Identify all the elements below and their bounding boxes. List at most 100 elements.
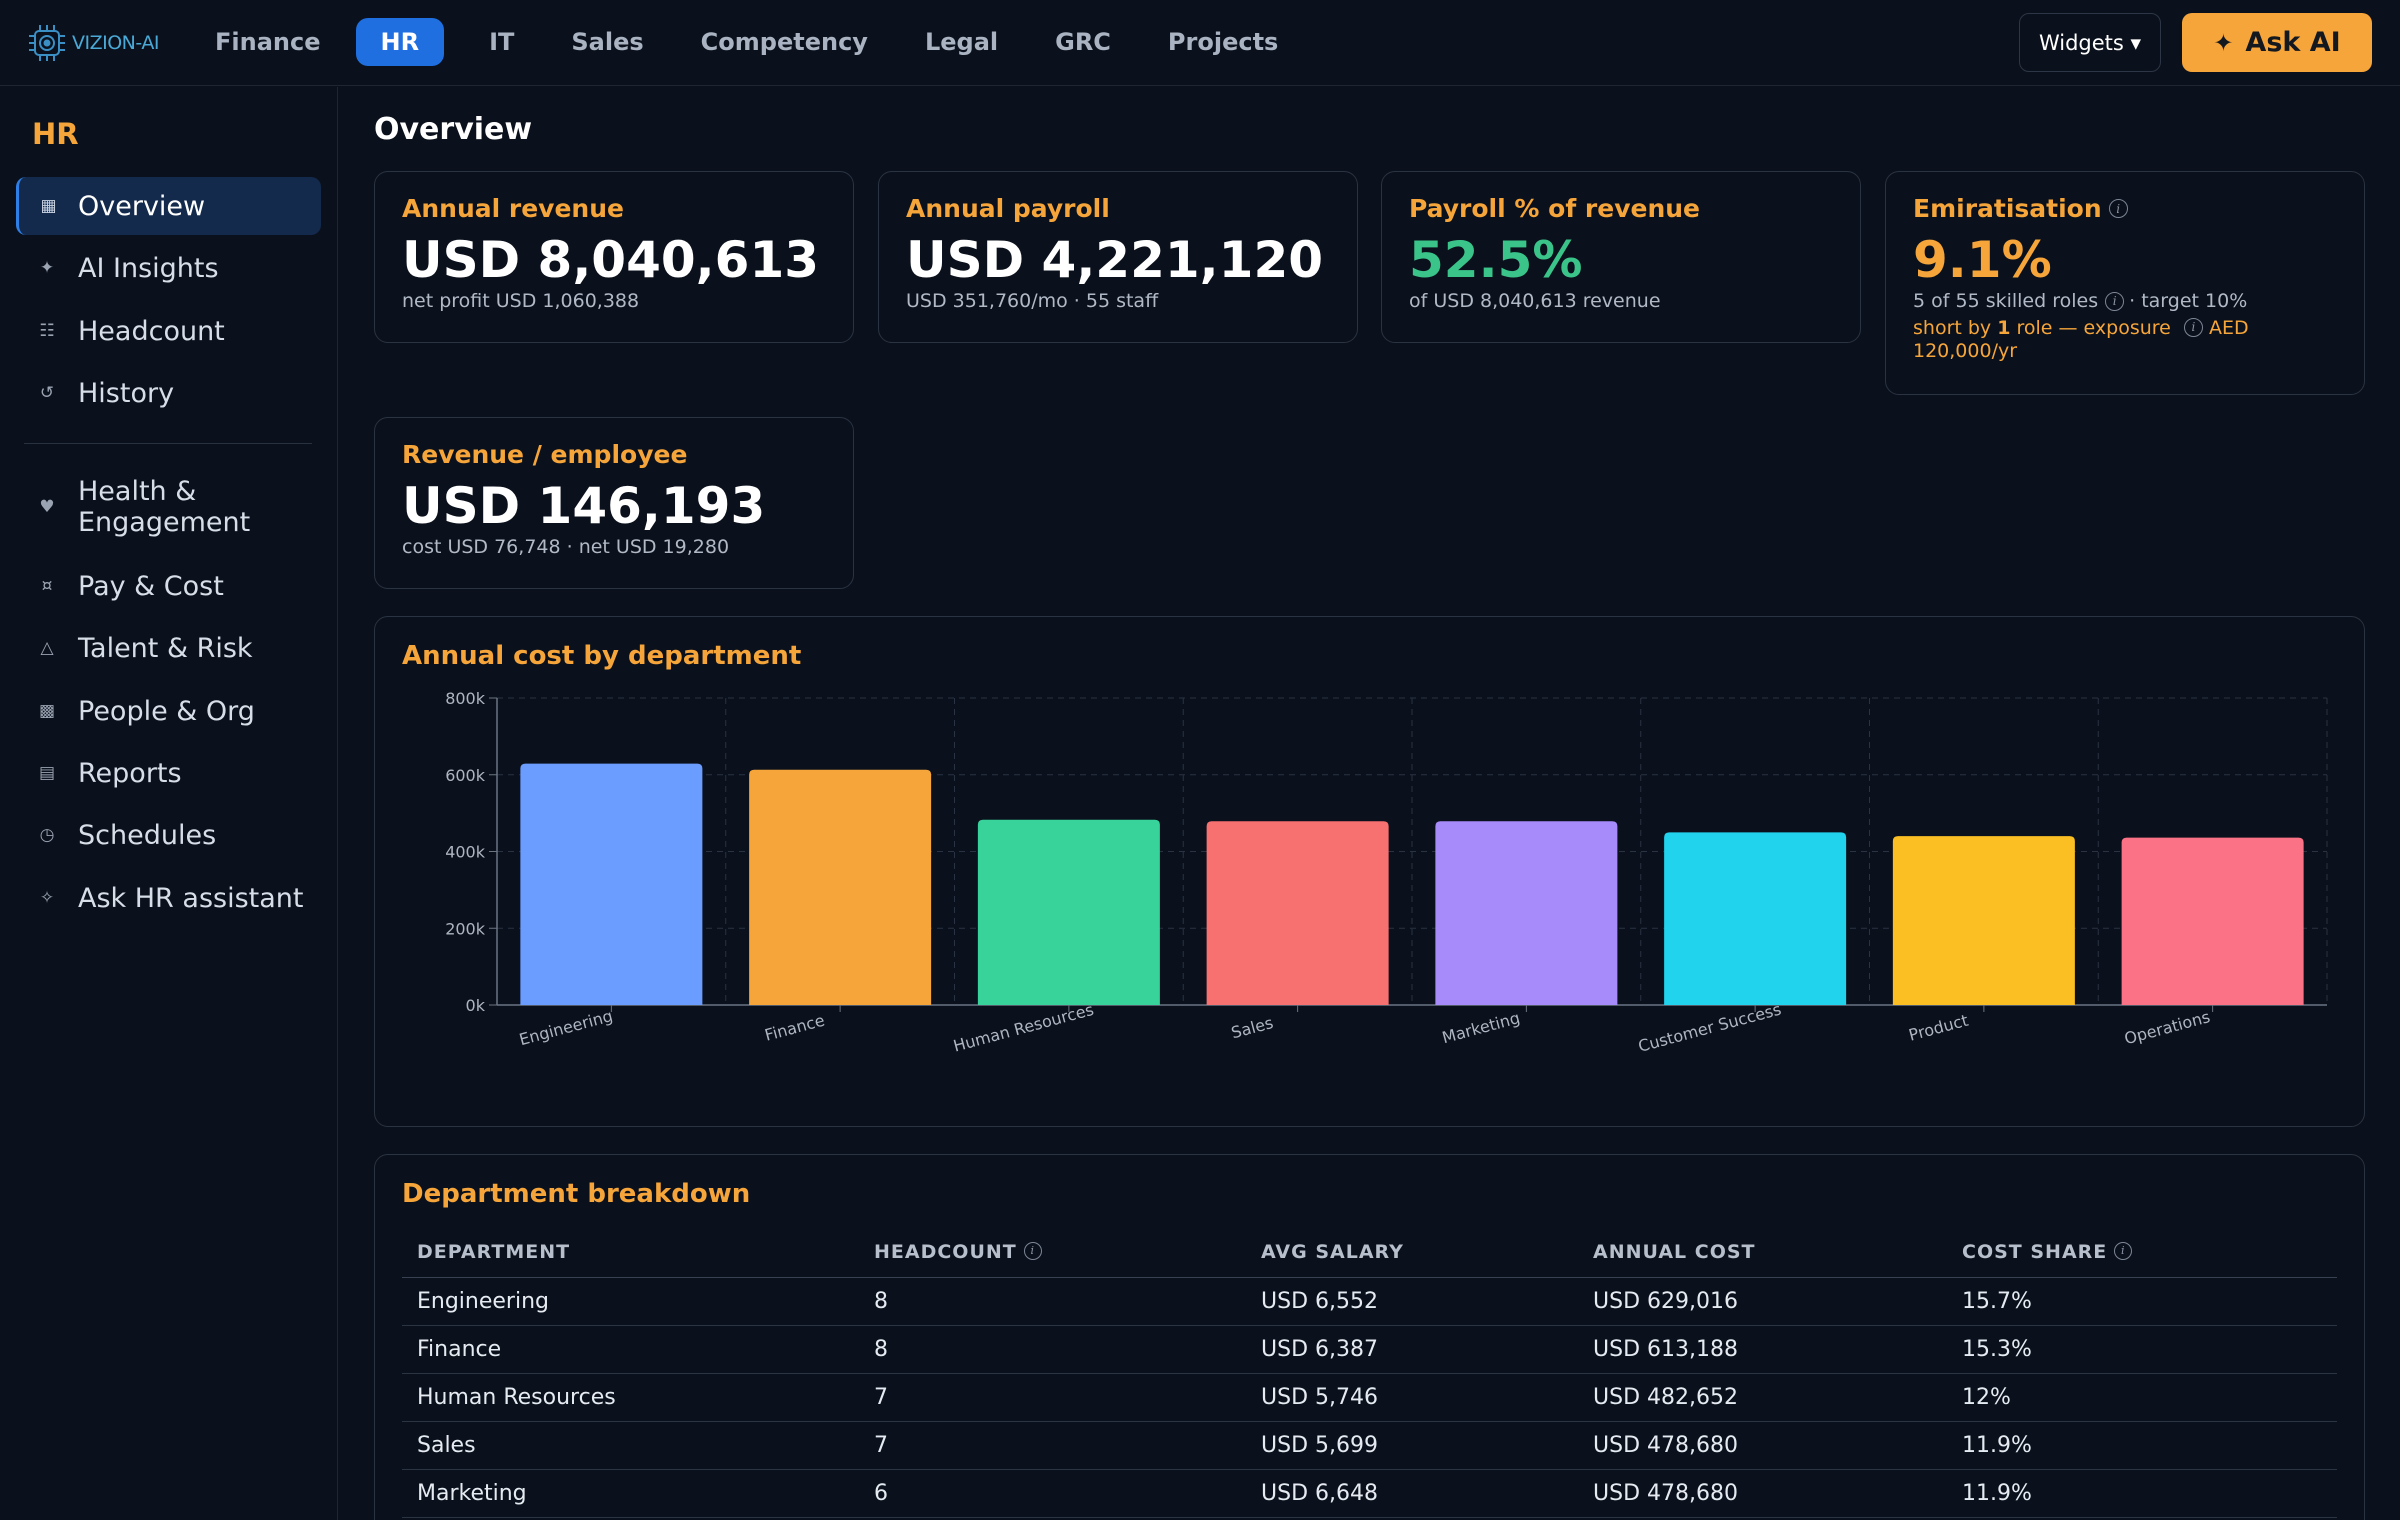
table-row[interactable]: Marketing 6 USD 6,648 USD 478,680 11.9% (402, 1469, 2337, 1518)
cell-annual-cost: USD 613,188 (1578, 1325, 1947, 1374)
tab-hr[interactable]: HR (355, 18, 445, 66)
x-tick-label: Operations (2122, 1007, 2212, 1048)
org-icon: ▩ (38, 701, 56, 721)
page-title: Overview (374, 112, 533, 147)
tab-competency[interactable]: Competency (700, 28, 868, 56)
sidebar-item-label: Overview (78, 190, 206, 222)
app-logo[interactable]: VIZION-AI (26, 22, 159, 64)
column-header-avg-salary[interactable]: AVG SALARY (1246, 1227, 1578, 1278)
top-nav: Finance HR IT Sales Competency Legal GRC… (188, 18, 1308, 66)
sidebar-item-schedules[interactable]: ◷ Schedules (16, 806, 321, 864)
sidebar-item-overview[interactable]: ▦ Overview (16, 177, 321, 235)
bar-operations (2121, 837, 2304, 1005)
column-header-annual-cost[interactable]: ANNUAL COST (1578, 1227, 1947, 1278)
sidebar-title: HR (32, 117, 79, 151)
x-tick-label: Human Resources (951, 1000, 1095, 1056)
chart-panel: Annual cost by department 0k 200k 400k 600k… (374, 616, 2365, 1127)
widgets-dropdown-button[interactable]: Widgets ▾ (2019, 13, 2161, 72)
cell-avg-salary: USD 6,387 (1246, 1325, 1578, 1374)
tab-it[interactable]: IT (489, 28, 515, 56)
exposure-note: short by 1 role — exposure i AED 120,000… (1913, 317, 2364, 363)
target-text: · target 10% (2129, 290, 2248, 312)
sidebar-item-history[interactable]: ↺ History (16, 364, 321, 422)
cell-avg-salary: USD 5,699 (1246, 1421, 1578, 1470)
sidebar-item-headcount[interactable]: ☷ Headcount (16, 302, 321, 360)
kpi-card-emiratisation: Emiratisation i 9.1% 5 of 55 skilled rol… (1885, 171, 2365, 395)
ask-ai-button[interactable]: ✦ Ask AI (2182, 13, 2372, 72)
heart-icon: ♥ (39, 497, 55, 517)
bar-engineering (520, 763, 703, 1005)
x-tick-label: Engineering (517, 1006, 615, 1049)
cell-department: Engineering (402, 1277, 859, 1326)
column-header-headcount[interactable]: HEADCOUNT i (859, 1227, 1246, 1278)
note-text: short by (1913, 317, 1998, 339)
history-icon: ↺ (39, 383, 55, 403)
tab-finance[interactable]: Finance (215, 28, 321, 56)
sidebar-item-health-engagement[interactable]: ♥ Health & Engagement (16, 467, 321, 547)
info-icon[interactable]: i (2114, 1241, 2133, 1260)
bar-customer-success (1664, 832, 1847, 1005)
cell-department: Human Resources (402, 1373, 859, 1422)
bar-marketing (1435, 821, 1618, 1005)
kpi-value: 52.5% (1409, 231, 1583, 289)
y-tick-label: 0k (466, 996, 486, 1015)
sidebar-item-ai-insights[interactable]: ✦ AI Insights (16, 239, 321, 297)
sidebar-item-ask-hr-assistant[interactable]: ✧ Ask HR assistant (16, 869, 321, 927)
kpi-label: Annual payroll (906, 194, 1110, 223)
cell-avg-salary: USD 6,552 (1246, 1277, 1578, 1326)
cell-avg-salary: USD 5,746 (1246, 1373, 1578, 1422)
y-tick-label: 800k (445, 689, 486, 708)
kpi-subtext: of USD 8,040,613 revenue (1409, 290, 1661, 312)
table-row[interactable]: Engineering 8 USD 6,552 USD 629,016 15.7… (402, 1277, 2337, 1326)
cell-cost-share: 15.3% (1947, 1325, 2337, 1374)
kpi-label-text: Emiratisation (1913, 194, 2102, 223)
x-tick-label: Sales (1229, 1013, 1275, 1042)
cell-department: Marketing (402, 1469, 859, 1518)
bar-product (1892, 836, 2075, 1005)
list-icon: ☷ (39, 321, 55, 341)
kpi-subtext: net profit USD 1,060,388 (402, 290, 640, 312)
sidebar-item-label: People & Org (78, 695, 255, 727)
sidebar-item-reports[interactable]: ▤ Reports (16, 744, 321, 802)
chart-title: Annual cost by department (402, 641, 802, 671)
kpi-value: USD 8,040,613 (402, 231, 820, 289)
sparkle-icon: ✦ (39, 258, 55, 278)
sidebar-item-label: Reports (78, 757, 182, 789)
kpi-card-annual-payroll: Annual payroll USD 4,221,120 USD 351,760… (878, 171, 1358, 343)
y-tick-label: 600k (445, 766, 486, 785)
table-row[interactable]: Human Resources 7 USD 5,746 USD 482,652 … (402, 1373, 2337, 1422)
info-icon[interactable]: i (2108, 199, 2128, 218)
kpi-card-revenue-per-employee: Revenue / employee USD 146,193 cost USD … (374, 417, 854, 589)
cell-headcount: 8 (859, 1277, 1246, 1326)
assistant-icon: ✧ (39, 888, 55, 908)
header-label: ANNUAL COST (1593, 1240, 1756, 1263)
cell-avg-salary: USD 6,648 (1246, 1469, 1578, 1518)
top-bar: VIZION-AI Finance HR IT Sales Competency… (0, 0, 2400, 86)
table-row[interactable]: Sales 7 USD 5,699 USD 478,680 11.9% (402, 1421, 2337, 1470)
tab-sales[interactable]: Sales (571, 28, 644, 56)
sidebar-item-label: Headcount (78, 315, 225, 347)
sidebar-item-talent-risk[interactable]: △ Talent & Risk (16, 619, 321, 677)
sidebar-item-pay-cost[interactable]: ¤ Pay & Cost (16, 557, 321, 615)
kpi-label: Revenue / employee (402, 440, 688, 469)
bar-finance (749, 769, 932, 1005)
table-row[interactable]: Finance 8 USD 6,387 USD 613,188 15.3% (402, 1325, 2337, 1374)
column-header-department[interactable]: DEPARTMENT (402, 1227, 859, 1278)
warning-icon: △ (40, 638, 54, 658)
header-label: AVG SALARY (1261, 1240, 1404, 1263)
tab-grc[interactable]: GRC (1055, 28, 1111, 56)
department-breakdown-panel: Department breakdown DEPARTMENT HEADCOUN… (374, 1154, 2365, 1520)
cell-annual-cost: USD 482,652 (1578, 1373, 1947, 1422)
table-title: Department breakdown (402, 1179, 751, 1209)
kpi-subtext: cost USD 76,748 · net USD 19,280 (402, 536, 730, 558)
y-tick-label: 200k (445, 919, 486, 938)
tab-projects[interactable]: Projects (1167, 28, 1279, 56)
info-icon[interactable]: i (1023, 1241, 1042, 1260)
info-icon[interactable]: i (2105, 291, 2125, 311)
column-header-cost-share[interactable]: COST SHARE i (1947, 1227, 2337, 1278)
info-icon[interactable]: i (2183, 317, 2203, 337)
tab-legal[interactable]: Legal (924, 28, 999, 56)
sidebar-item-people-org[interactable]: ▩ People & Org (16, 682, 321, 740)
cell-cost-share: 15.7% (1947, 1277, 2337, 1326)
kpi-card-payroll-pct: Payroll % of revenue 52.5% of USD 8,040,… (1381, 171, 1861, 343)
